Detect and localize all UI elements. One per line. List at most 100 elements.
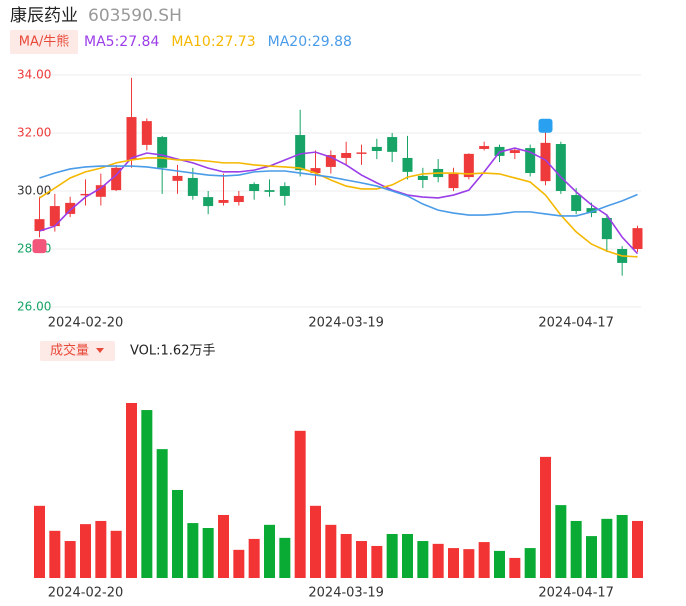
candle-body [310,168,321,174]
volume-bar [371,545,383,578]
volume-bar [463,549,475,578]
volume-bar [402,533,413,578]
candle-body [264,190,275,192]
signal-badge [32,239,47,254]
stock-code: 603590.SH [88,6,182,26]
ma-line [39,147,639,255]
x-tick-label: 2024-03-19 [308,316,384,331]
candle-body [356,152,367,154]
volume-bar [218,514,229,578]
ma-button-bg[interactable] [10,30,78,54]
candle-body [555,144,566,191]
volume-bar [540,456,551,578]
candle-body [417,175,428,180]
ma-button[interactable]: MA/牛熊 [19,34,70,50]
vol-button-bg[interactable] [40,341,115,361]
volume-bar [432,543,444,578]
volume-bar [80,524,91,578]
x-tick-label: 2024-02-20 [48,586,124,601]
volume-bar [494,550,505,578]
candle-body [65,202,76,214]
volume-bar [233,549,245,578]
candle-body [279,186,290,196]
volume-bar [448,548,459,578]
x-tick-label: 2024-02-20 [48,316,124,331]
candle-body [325,155,336,167]
volume-bar [279,537,291,578]
x-tick-label: 2024-04-17 [538,586,614,601]
candle-body [233,195,244,203]
vol-label: VOL:1.62万手 [130,344,215,359]
ma-legend: MA10:27.73 [171,34,255,50]
y-tick-label: 34.00 [17,68,51,82]
candle-body [525,148,536,174]
y-tick-label: 32.00 [17,126,51,140]
candle-body [126,117,137,160]
ma-line [39,165,638,217]
candle-body [172,175,183,181]
candle-body [218,199,229,203]
volume-bar [95,520,107,578]
x-tick-label: 2024-04-17 [538,316,614,331]
candle-body [95,185,106,197]
candle-body [249,184,260,191]
candle-body [632,228,643,249]
candle-body [463,153,474,178]
volume-bar [187,523,199,578]
y-tick-label: 26.00 [17,300,51,314]
volume-bar [172,489,183,578]
dropdown-arrow [96,348,104,353]
volume-bar [49,530,61,578]
candle-body [371,146,382,151]
candle-body [571,195,582,212]
ma-legend: MA20:29.88 [268,34,352,50]
candle-body [157,137,168,168]
volume-bar [294,430,306,578]
candle-body [509,150,520,154]
candle-body [80,193,91,196]
candle-body [448,173,459,189]
candle-body [203,197,214,207]
volume-bar [340,533,352,578]
volume-bar [156,449,168,578]
volume-bar [126,403,137,578]
volume-bar [570,520,582,578]
volume-bar [34,505,45,578]
volume-bar [141,410,153,578]
candle-body [141,121,152,145]
stock-name: 康辰药业 [10,6,78,26]
candle-body [479,146,490,149]
volume-bar [632,520,643,578]
volume-bar [586,536,597,578]
volume-bar [202,528,214,578]
signal-badge [538,118,553,133]
volume-bar [110,530,122,578]
candle-body [295,135,306,171]
candle-body [540,142,551,182]
candle-body [402,157,413,172]
candle-body [111,167,122,191]
candle-body [387,137,398,152]
candle-body [601,217,612,240]
volume-bar [478,542,490,578]
candle-body [187,177,198,196]
vol-button[interactable]: 成交量 [50,343,89,359]
volume-bar [417,541,429,578]
candle-body [341,153,352,158]
volume-bar [524,548,536,578]
volume-bar [325,524,337,578]
candle-body [34,219,45,232]
volume-bar [555,505,567,578]
volume-bar [509,557,521,578]
x-tick-label: 2024-03-19 [308,586,384,601]
volume-bar [616,514,628,578]
ma-legend: MA5:27.84 [84,34,159,50]
volume-bar [264,524,275,578]
volume-bar [386,533,398,578]
volume-bar [64,541,76,578]
volume-bar [356,541,367,578]
candle-body [586,208,597,214]
volume-bar [310,505,321,578]
candle-body [49,206,60,227]
